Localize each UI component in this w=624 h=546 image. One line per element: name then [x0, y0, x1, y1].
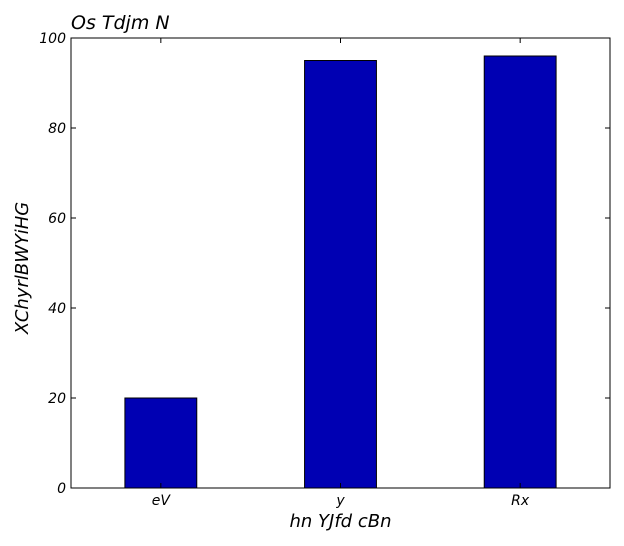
y-axis-ticks: 0 20 40 60 80 100: [39, 31, 610, 497]
bar-Rx: [483, 55, 557, 489]
y-tick-label: 0: [57, 481, 66, 497]
x-axis-label: hn YJfd cBn: [290, 511, 392, 532]
y-tick-label: 80: [48, 121, 66, 137]
bar-y: [304, 60, 377, 489]
y-tick-label: 100: [39, 31, 66, 47]
x-tick-label: Rx: [511, 493, 530, 509]
bars-group: [124, 55, 557, 489]
y-axis-label: XChyrlBWYiHG: [12, 202, 33, 335]
y-tick-label: 60: [48, 211, 66, 227]
x-tick-label: y: [335, 493, 345, 509]
bar-eV: [124, 397, 198, 489]
y-tick-label: 20: [48, 391, 66, 407]
plot-frame: [70, 37, 611, 489]
chart-title: Os Tdjm N: [71, 12, 170, 34]
x-axis-ticks: eV y Rx: [152, 38, 530, 509]
x-tick-label: eV: [152, 493, 172, 509]
y-tick-label: 40: [48, 301, 66, 317]
